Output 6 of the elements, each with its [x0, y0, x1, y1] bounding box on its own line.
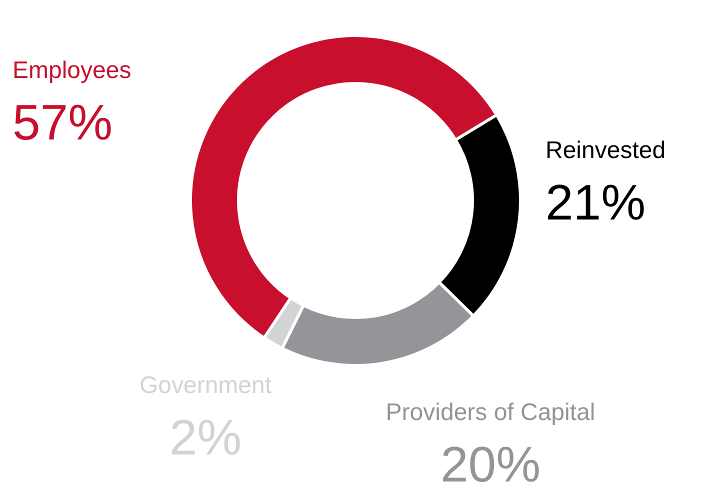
slice-label: Reinvested — [546, 137, 666, 164]
data-label: 20% — [440, 436, 541, 491]
data-label: 21% — [546, 174, 646, 230]
slice-label: Providers of Capital — [386, 399, 596, 426]
data-label: 57% — [12, 94, 113, 150]
slice-label: Employees — [12, 57, 132, 84]
